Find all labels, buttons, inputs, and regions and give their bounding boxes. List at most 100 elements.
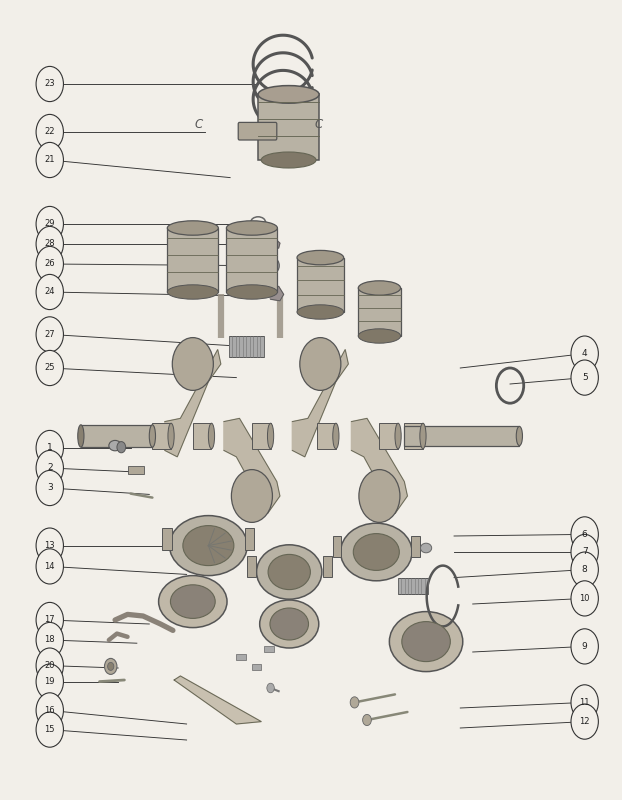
Text: 17: 17 <box>44 615 55 625</box>
Polygon shape <box>269 238 280 250</box>
Ellipse shape <box>297 250 343 265</box>
Bar <box>252 664 261 670</box>
Circle shape <box>571 552 598 587</box>
Circle shape <box>36 430 63 466</box>
Text: 22: 22 <box>45 127 55 137</box>
Ellipse shape <box>170 585 215 618</box>
Circle shape <box>36 712 63 747</box>
Circle shape <box>36 528 63 563</box>
Bar <box>128 466 144 474</box>
Ellipse shape <box>402 622 450 662</box>
Bar <box>81 425 152 447</box>
Text: 12: 12 <box>580 717 590 726</box>
Bar <box>317 423 336 449</box>
Bar <box>229 336 264 357</box>
Text: 28: 28 <box>44 239 55 249</box>
Circle shape <box>104 658 117 674</box>
Ellipse shape <box>389 611 463 672</box>
Bar <box>193 423 211 449</box>
Text: 8: 8 <box>582 565 588 574</box>
Text: 18: 18 <box>44 635 55 645</box>
Ellipse shape <box>358 329 401 343</box>
Ellipse shape <box>420 543 432 553</box>
Circle shape <box>36 602 63 638</box>
Circle shape <box>231 470 272 522</box>
Text: 1: 1 <box>47 443 53 453</box>
Ellipse shape <box>261 152 316 168</box>
Text: 14: 14 <box>45 562 55 571</box>
Ellipse shape <box>297 305 343 319</box>
Ellipse shape <box>358 281 401 295</box>
Circle shape <box>36 450 63 486</box>
Text: 2: 2 <box>47 463 53 473</box>
Circle shape <box>36 66 63 102</box>
Circle shape <box>36 274 63 310</box>
Ellipse shape <box>168 423 174 449</box>
Text: 4: 4 <box>582 349 588 358</box>
Text: 26: 26 <box>44 259 55 269</box>
Circle shape <box>571 517 598 552</box>
Circle shape <box>36 622 63 658</box>
Ellipse shape <box>516 426 522 446</box>
Bar <box>333 536 341 557</box>
Text: C: C <box>314 118 322 131</box>
Circle shape <box>108 662 114 670</box>
Circle shape <box>571 360 598 395</box>
Text: 15: 15 <box>45 725 55 734</box>
FancyBboxPatch shape <box>238 122 277 140</box>
Circle shape <box>571 336 598 371</box>
Bar <box>404 423 423 449</box>
Ellipse shape <box>268 554 310 590</box>
Circle shape <box>36 114 63 150</box>
Circle shape <box>363 714 371 726</box>
Ellipse shape <box>149 425 156 447</box>
Circle shape <box>117 442 126 453</box>
Circle shape <box>571 581 598 616</box>
Circle shape <box>571 685 598 720</box>
Ellipse shape <box>259 600 318 648</box>
Circle shape <box>36 226 63 262</box>
Text: 13: 13 <box>44 541 55 550</box>
Circle shape <box>359 470 400 522</box>
Circle shape <box>571 629 598 664</box>
Text: 19: 19 <box>45 677 55 686</box>
Text: 21: 21 <box>45 155 55 165</box>
Bar <box>379 423 398 449</box>
Circle shape <box>172 338 213 390</box>
Bar <box>236 654 246 660</box>
Circle shape <box>36 549 63 584</box>
Circle shape <box>36 142 63 178</box>
Circle shape <box>350 697 359 708</box>
Text: 5: 5 <box>582 373 588 382</box>
Text: C: C <box>194 118 202 131</box>
Ellipse shape <box>109 440 121 451</box>
Ellipse shape <box>256 545 322 599</box>
Polygon shape <box>267 286 284 301</box>
Circle shape <box>571 534 598 570</box>
Ellipse shape <box>159 576 227 627</box>
Circle shape <box>571 704 598 739</box>
Circle shape <box>300 338 341 390</box>
Polygon shape <box>165 350 221 457</box>
Bar <box>167 228 218 292</box>
Text: 20: 20 <box>45 661 55 670</box>
Ellipse shape <box>226 221 277 235</box>
Ellipse shape <box>183 526 234 566</box>
Bar <box>162 528 172 550</box>
Bar <box>264 646 274 652</box>
Ellipse shape <box>353 534 399 570</box>
Text: 6: 6 <box>582 530 588 539</box>
Text: 27: 27 <box>44 330 55 339</box>
Ellipse shape <box>208 423 215 449</box>
Ellipse shape <box>333 423 339 449</box>
Bar <box>226 228 277 292</box>
Polygon shape <box>292 350 348 457</box>
Text: 23: 23 <box>44 79 55 89</box>
Circle shape <box>36 350 63 386</box>
Circle shape <box>267 683 274 693</box>
Circle shape <box>36 246 63 282</box>
Text: 10: 10 <box>580 594 590 603</box>
Bar <box>404 426 519 446</box>
Circle shape <box>36 664 63 699</box>
Circle shape <box>36 206 63 242</box>
